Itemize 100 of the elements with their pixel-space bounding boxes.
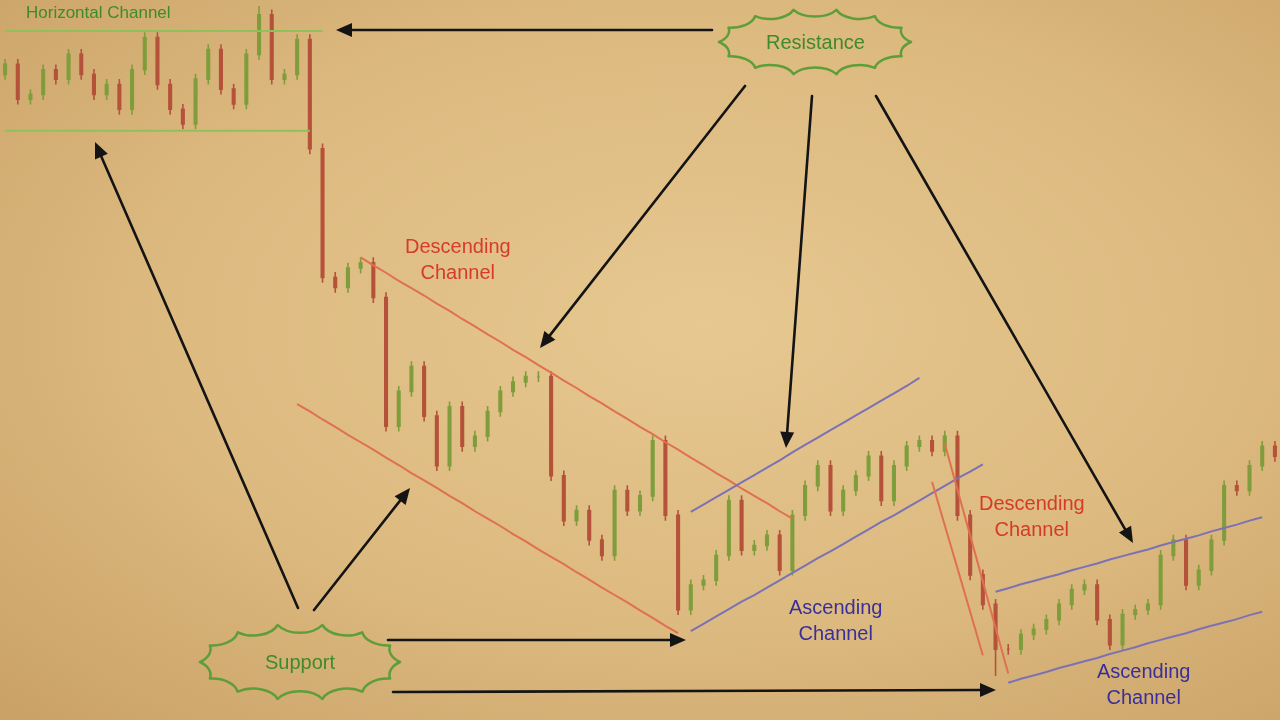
candlestick: [155, 31, 160, 91]
candlestick: [599, 533, 604, 562]
candlestick: [1018, 628, 1023, 656]
candlestick: [930, 434, 935, 458]
candlestick: [396, 385, 401, 433]
annotation: Horizontal Channel: [26, 3, 171, 22]
candlestick: [117, 78, 122, 116]
candlestick: [1145, 598, 1150, 616]
candlestick: [383, 291, 389, 433]
candlestick: [637, 489, 643, 517]
candlestick: [739, 494, 744, 557]
candlestick: [1133, 603, 1138, 621]
candlestick: [1120, 608, 1125, 651]
candlestick: [53, 63, 58, 86]
candlestick: [1006, 643, 1011, 656]
candlestick: [371, 256, 376, 304]
candlestick: [15, 58, 20, 106]
annotation: Descending Channel: [405, 235, 511, 283]
candlestick: [536, 370, 541, 383]
candlestick: [345, 261, 350, 294]
candlestick: [142, 31, 147, 76]
candlestick: [3, 58, 8, 81]
candlestick: [104, 78, 109, 101]
candlestick: [714, 549, 719, 587]
candlestick: [257, 5, 262, 61]
candlestick: [828, 459, 833, 517]
candlestick: [231, 83, 236, 111]
candlestick: [79, 48, 84, 81]
annotation: Resistance: [766, 31, 865, 53]
candlestick: [650, 434, 655, 503]
candlestick: [587, 504, 592, 547]
candlestick: [422, 360, 427, 423]
candlestick: [815, 459, 820, 492]
candlestick: [841, 484, 846, 517]
annotation: Ascending Channel: [1097, 660, 1191, 708]
candlestick: [244, 48, 249, 111]
candlestick: [130, 63, 135, 116]
candlestick: [574, 504, 579, 527]
candlestick: [701, 574, 706, 592]
candlestick: [891, 459, 897, 507]
candlestick: [1260, 440, 1265, 472]
candlestick: [1234, 479, 1239, 497]
candlestick: [917, 434, 922, 453]
candlestick: [409, 360, 414, 398]
candlestick: [866, 450, 871, 482]
candlestick: [218, 43, 223, 96]
candlestick: [295, 33, 300, 81]
candlestick: [663, 434, 668, 522]
candlestick: [168, 78, 173, 116]
candlestick: [777, 529, 782, 577]
candlestick: [1209, 533, 1214, 577]
candlestick: [498, 385, 503, 418]
candlestick: [333, 271, 338, 294]
candlestick: [1222, 479, 1227, 547]
annotation: Descending Channel: [979, 492, 1085, 540]
candlestick: [66, 48, 71, 86]
candlestick: [764, 529, 770, 552]
candlestick: [1057, 598, 1062, 626]
candlestick: [1183, 533, 1189, 592]
candlestick: [879, 450, 884, 507]
candlestick: [1069, 583, 1074, 611]
candlestick: [1247, 459, 1252, 497]
annotation: Support: [265, 651, 336, 673]
candlestick: [803, 479, 808, 522]
candlestick: [485, 405, 490, 443]
candlestick: [1196, 564, 1201, 592]
candlestick: [612, 484, 617, 562]
candlestick: [460, 400, 465, 453]
candlestick: [472, 430, 477, 453]
candlestick: [206, 43, 211, 86]
candlestick: [752, 539, 757, 557]
candlestick: [688, 578, 693, 616]
candlestick: [91, 68, 97, 101]
candlestick: [358, 256, 363, 275]
candlestick: [853, 469, 858, 497]
candlestick: [726, 494, 731, 562]
candlestick: [676, 509, 681, 616]
candlestick: [1107, 613, 1112, 651]
candlestick: [523, 370, 528, 389]
candlestick: [28, 88, 33, 106]
candlestick: [320, 142, 325, 284]
candlestick: [434, 409, 439, 472]
candlestick: [41, 63, 46, 101]
candlestick: [1031, 623, 1036, 641]
candlestick: [269, 8, 274, 86]
candlestick: [1272, 440, 1277, 463]
candlestick: [180, 103, 185, 131]
candlestick: [307, 33, 312, 155]
candlestick: [1082, 578, 1087, 596]
candlestick: [904, 440, 909, 472]
candlestick: [1095, 578, 1100, 626]
candlestick: [1158, 549, 1163, 611]
candlestick: [1044, 613, 1049, 636]
candlestick: [625, 484, 630, 517]
candlestick: [447, 400, 452, 472]
candlestick: [549, 370, 554, 482]
candlestick: [561, 469, 566, 527]
candlestick: [193, 72, 198, 131]
candlestick: [510, 375, 516, 398]
annotation: Ascending Channel: [789, 596, 883, 644]
